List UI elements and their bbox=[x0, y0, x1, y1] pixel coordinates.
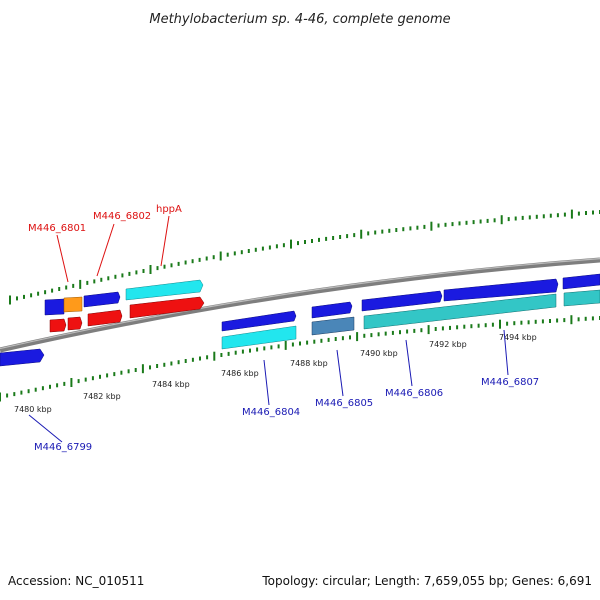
scale-label: 7492 kbp bbox=[429, 340, 467, 349]
gene-label[interactable]: M446_6807 bbox=[481, 377, 539, 388]
gene-arrow[interactable] bbox=[221, 325, 297, 350]
gene-arrow[interactable] bbox=[83, 291, 121, 308]
gene-arrow[interactable] bbox=[363, 293, 557, 330]
gene-arrow[interactable] bbox=[0, 348, 45, 367]
leader-line bbox=[263, 359, 270, 406]
gene-arrow[interactable] bbox=[221, 310, 297, 332]
scale-label: 7488 kbp bbox=[290, 359, 328, 368]
reverse-strand-genes bbox=[0, 289, 600, 367]
scale-label: 7482 kbp bbox=[83, 392, 121, 401]
gene-arrow[interactable] bbox=[63, 296, 83, 313]
scale-label: 7486 kbp bbox=[221, 369, 259, 378]
gene-label[interactable]: M446_6805 bbox=[315, 398, 373, 409]
gene-labels: M446_6799 M446_6801 M446_6802 hppA M446_… bbox=[28, 204, 539, 453]
genome-backbone-highlight bbox=[0, 258, 600, 350]
scale-label: 7494 kbp bbox=[499, 333, 537, 342]
scale-labels: 7480 kbp 7482 kbp 7484 kbp 7486 kbp 7488… bbox=[14, 333, 537, 414]
scale-label: 7480 kbp bbox=[14, 405, 52, 414]
genome-stats-label: Topology: circular; Length: 7,659,055 bp… bbox=[262, 574, 592, 588]
gene-arrow[interactable] bbox=[49, 318, 67, 333]
gene-label[interactable]: M446_6804 bbox=[242, 407, 300, 418]
leader-line bbox=[336, 349, 344, 397]
gene-arrow[interactable] bbox=[563, 289, 600, 307]
gene-arrow[interactable] bbox=[87, 309, 123, 327]
map-title: Methylobacterium sp. 4-46, complete geno… bbox=[149, 12, 450, 27]
gene-label[interactable]: M446_6806 bbox=[385, 388, 443, 399]
gene-arrow[interactable] bbox=[311, 316, 355, 336]
leader-line bbox=[160, 215, 170, 267]
gene-label[interactable]: M446_6799 bbox=[34, 442, 92, 453]
gene-arrow[interactable] bbox=[67, 316, 83, 331]
scale-label: 7484 kbp bbox=[152, 380, 190, 389]
gene-label[interactable]: M446_6801 bbox=[28, 223, 86, 234]
leader-line bbox=[28, 414, 63, 443]
gene-arrow[interactable] bbox=[443, 278, 559, 302]
leader-line bbox=[96, 223, 115, 277]
gene-arrow[interactable] bbox=[129, 296, 205, 319]
leader-line bbox=[56, 234, 69, 283]
genome-backbone bbox=[0, 257, 600, 353]
gene-label[interactable]: M446_6802 bbox=[93, 211, 151, 222]
upper-tick-track bbox=[9, 209, 600, 305]
gene-arrow[interactable] bbox=[311, 301, 353, 319]
gene-arrow[interactable] bbox=[125, 279, 204, 301]
gene-arrow[interactable] bbox=[361, 290, 443, 312]
lower-tick-track bbox=[0, 315, 600, 402]
gene-label[interactable]: hppA bbox=[156, 204, 182, 215]
scale-label: 7490 kbp bbox=[360, 349, 398, 358]
gene-arrow[interactable] bbox=[44, 298, 65, 316]
forward-strand-genes bbox=[44, 273, 600, 332]
leader-line bbox=[503, 329, 509, 376]
leader-line bbox=[405, 339, 413, 387]
gene-arrow[interactable] bbox=[562, 273, 600, 290]
gene-label-leaders bbox=[28, 215, 509, 443]
accession-label: Accession: NC_010511 bbox=[8, 574, 145, 588]
